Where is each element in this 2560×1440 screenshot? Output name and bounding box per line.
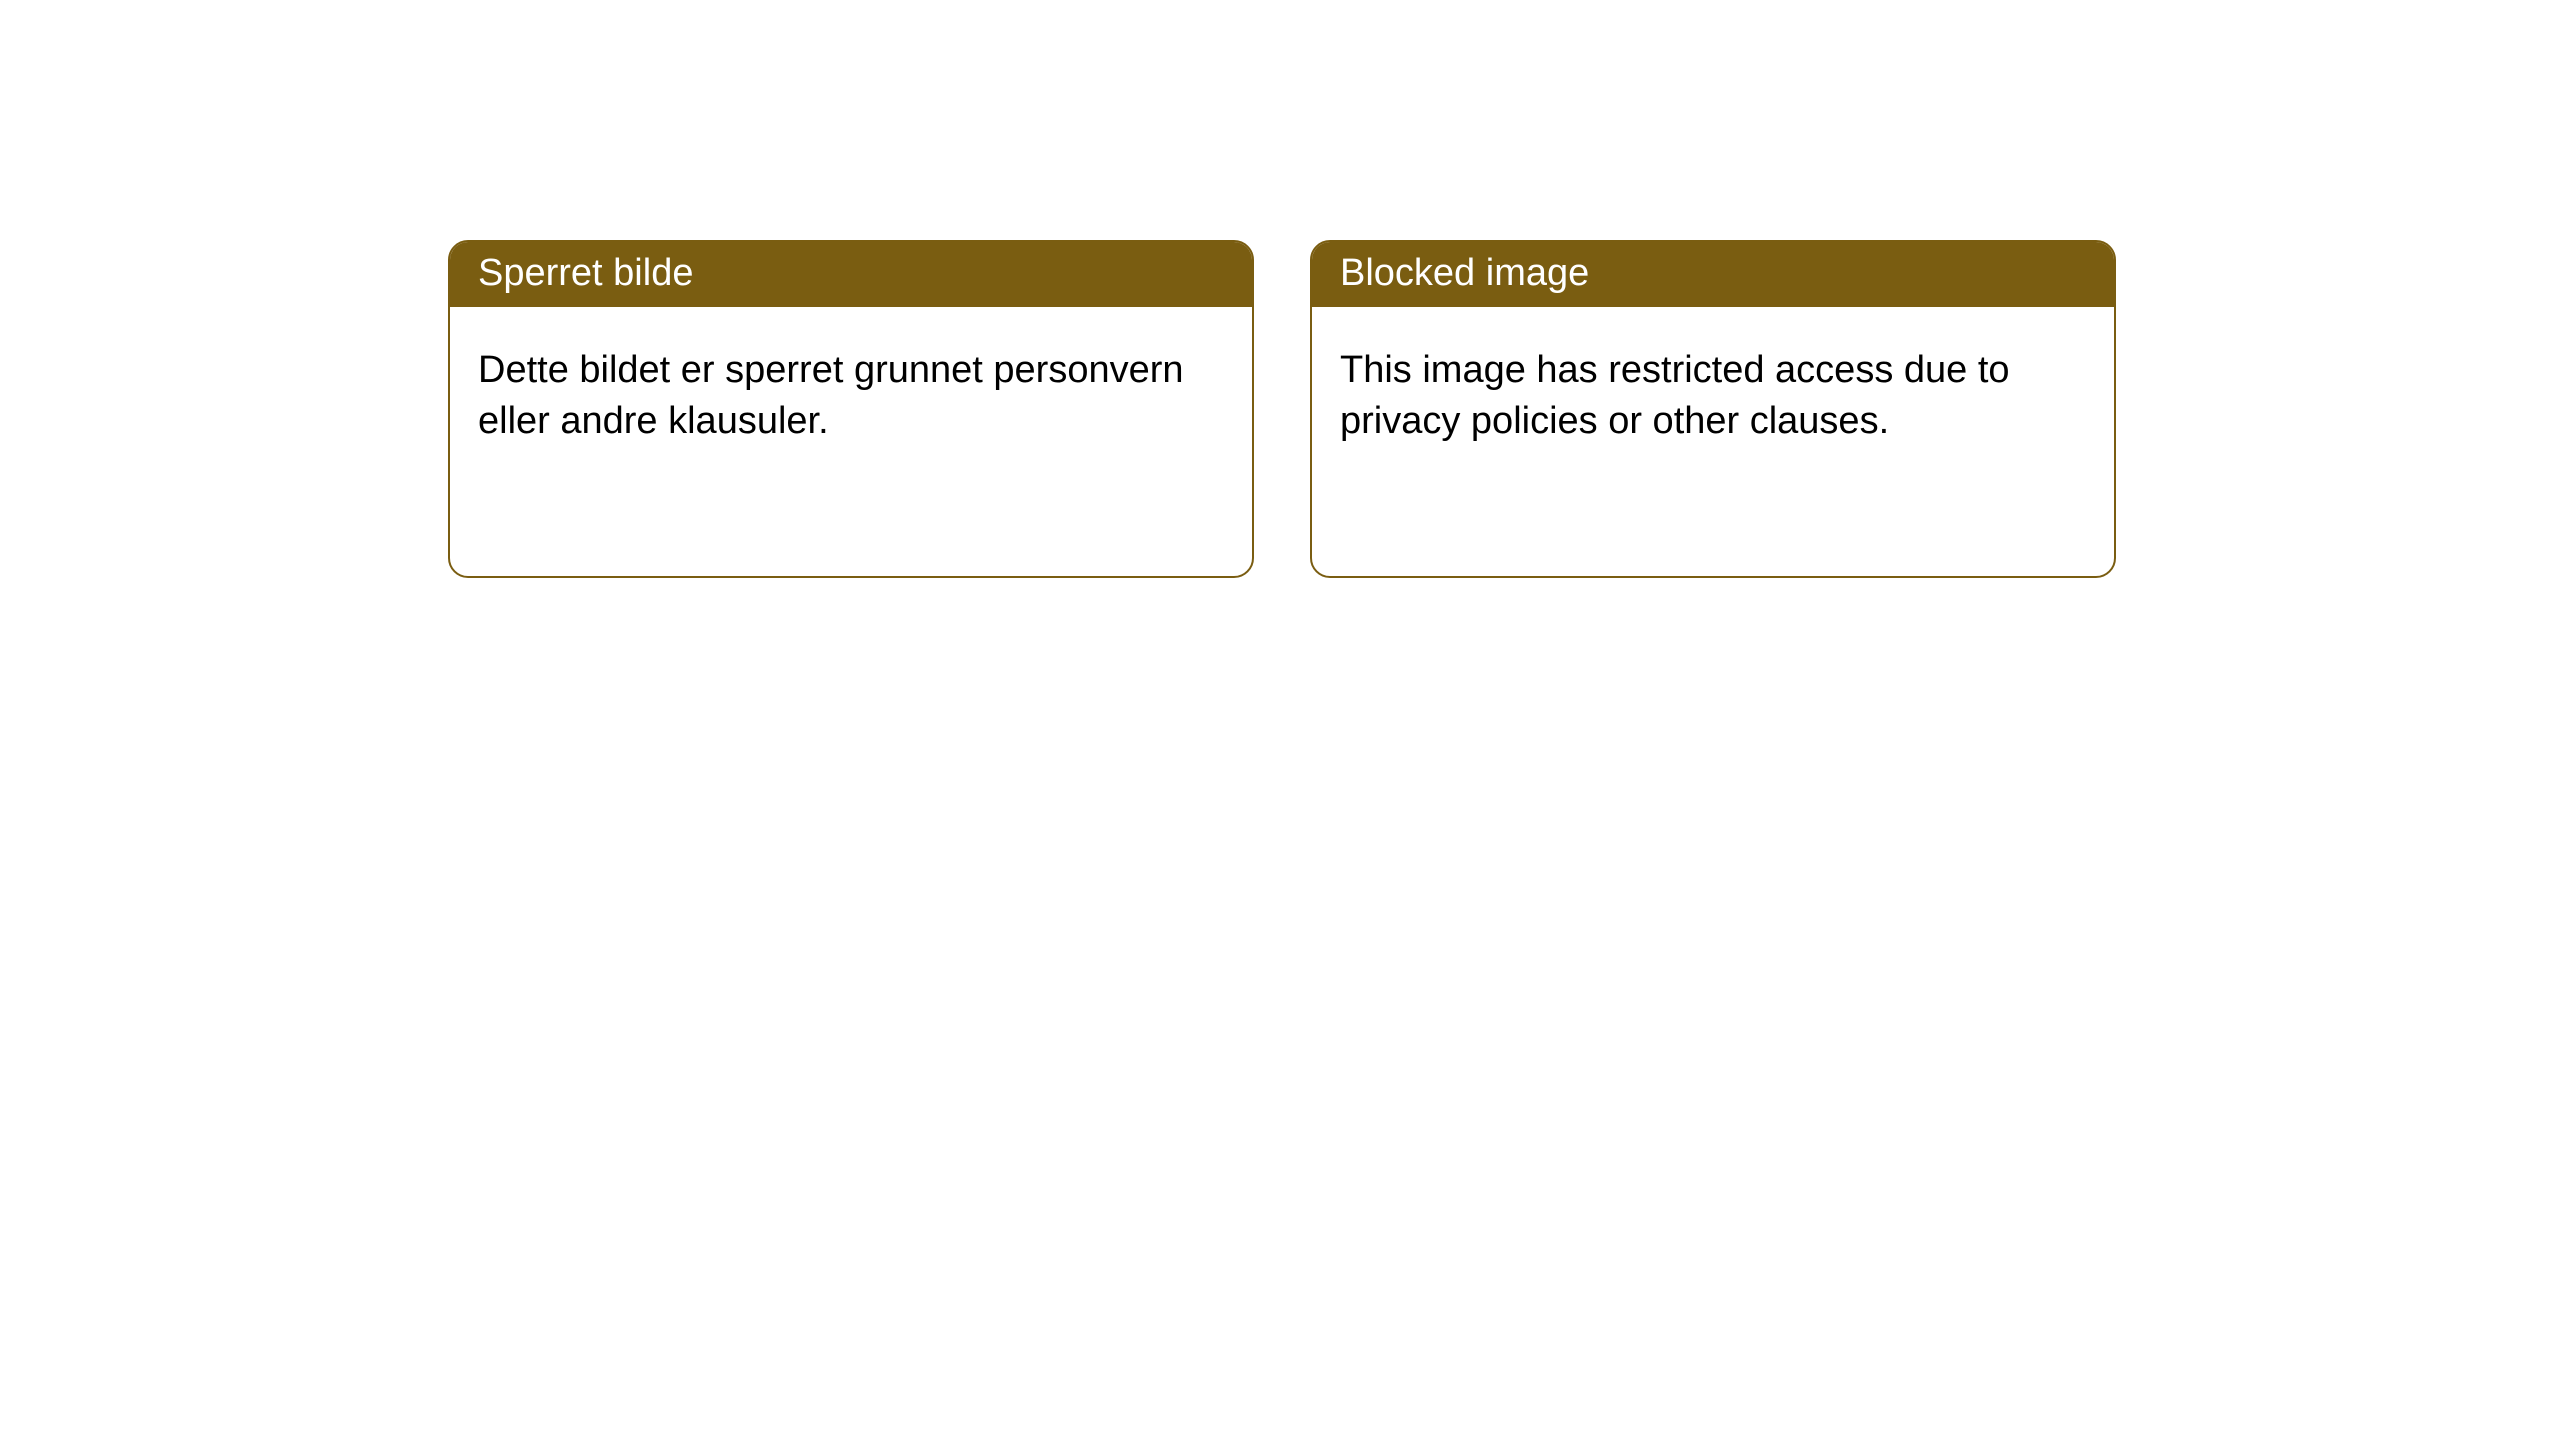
notice-card-body: Dette bildet er sperret grunnet personve… (450, 307, 1252, 476)
notice-container: Sperret bilde Dette bildet er sperret gr… (0, 0, 2560, 578)
notice-card-en: Blocked image This image has restricted … (1310, 240, 2116, 578)
notice-card-title: Blocked image (1312, 242, 2114, 307)
notice-card-title: Sperret bilde (450, 242, 1252, 307)
notice-card-no: Sperret bilde Dette bildet er sperret gr… (448, 240, 1254, 578)
notice-card-body: This image has restricted access due to … (1312, 307, 2114, 476)
